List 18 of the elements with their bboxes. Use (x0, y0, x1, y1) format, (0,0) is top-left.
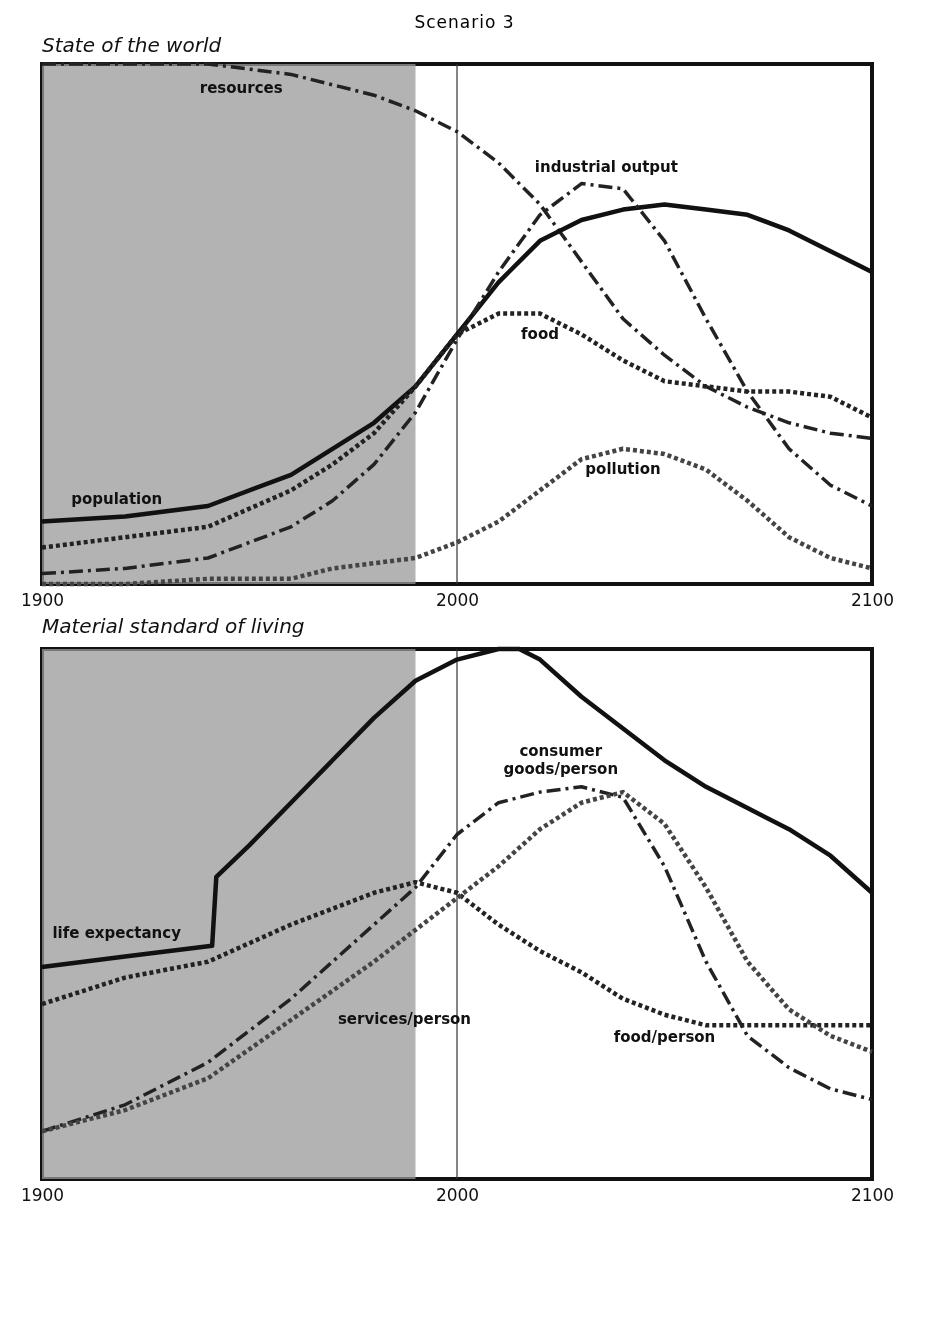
x-tick-label: 2100 (850, 589, 895, 610)
chart-subtitle: State of the world (42, 33, 222, 58)
series-label: food/person (613, 1027, 716, 1046)
chart-title: Scenario 3 (413, 11, 516, 32)
series-label: food (521, 324, 559, 343)
x-tick-label: 2100 (850, 1184, 895, 1205)
series-label: services/person (337, 1009, 472, 1028)
series-label: pollution (585, 459, 661, 478)
series-label: consumer goods/person (503, 742, 619, 779)
series-label: life expectancy (52, 924, 182, 943)
chart-title: Material standard of living (42, 613, 305, 638)
series-label: resources (199, 79, 283, 98)
series-label: population (71, 489, 163, 508)
x-tick-label: 1900 (20, 1184, 65, 1205)
x-tick-label: 2000 (435, 1184, 480, 1205)
series-label: industrial output (534, 157, 678, 176)
x-tick-label: 2000 (435, 589, 480, 610)
x-tick-label: 1900 (20, 589, 65, 610)
